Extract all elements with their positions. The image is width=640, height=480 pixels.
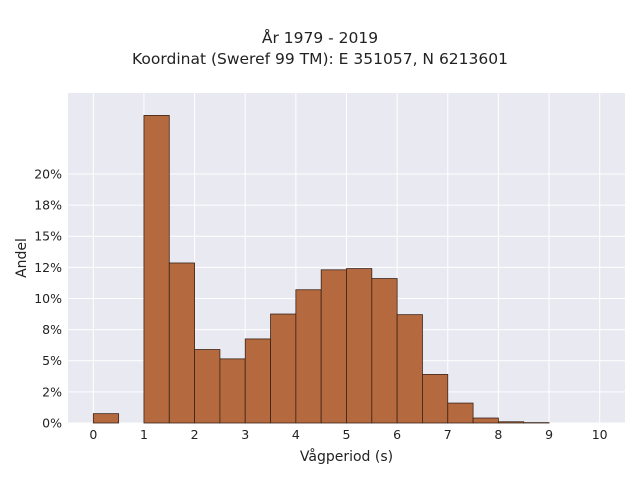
histogram-bar	[498, 421, 525, 424]
histogram-bar	[270, 313, 297, 424]
chart-title: År 1979 - 2019	[261, 29, 379, 47]
histogram-bar	[346, 268, 373, 424]
histogram-bar	[295, 289, 322, 424]
x-axis-label: Vågperiod (s)	[300, 448, 393, 465]
y-axis-label: Andel	[14, 238, 30, 278]
bars-layer	[92, 115, 550, 424]
x-tick-label: 4	[292, 427, 300, 442]
y-tick-label: 2%	[42, 384, 62, 399]
x-tick-label: 7	[444, 427, 452, 442]
y-tick-label: 8%	[42, 322, 62, 337]
x-tick-label: 10	[592, 427, 608, 442]
x-tick-label: 9	[545, 427, 553, 442]
histogram-bar	[168, 262, 195, 424]
x-tick-label: 5	[343, 427, 351, 442]
x-axis-ticks: 0 1 2 3 4 5 6 7 8 9 10	[89, 427, 607, 442]
x-tick-label: 2	[191, 427, 199, 442]
y-tick-label: 20%	[34, 166, 62, 181]
x-tick-label: 6	[393, 427, 401, 442]
histogram-bar	[194, 349, 221, 424]
histogram-bar	[244, 338, 271, 424]
x-tick-label: 8	[494, 427, 502, 442]
histogram-bar	[320, 269, 347, 424]
x-tick-label: 3	[241, 427, 249, 442]
x-tick-label: 0	[89, 427, 97, 442]
y-tick-label: 5%	[42, 353, 62, 368]
chart-subtitle: Koordinat (Sweref 99 TM): E 351057, N 62…	[132, 50, 508, 68]
histogram-bar	[219, 358, 246, 424]
histogram-bar	[371, 278, 398, 424]
histogram-bar	[396, 314, 423, 424]
histogram-bar	[143, 115, 170, 424]
y-tick-label: 18%	[34, 198, 62, 213]
y-tick-label: 15%	[34, 229, 62, 244]
histogram-bar	[422, 374, 449, 424]
histogram-bar	[92, 413, 120, 424]
histogram-bar	[447, 402, 474, 424]
x-tick-label: 1	[140, 427, 148, 442]
histogram-bar	[472, 417, 499, 424]
y-tick-label: 12%	[34, 260, 62, 275]
y-tick-label: 10%	[34, 291, 62, 306]
y-axis-ticks: 0% 2% 5% 8% 10% 12% 15% 18% 20%	[34, 166, 62, 430]
y-tick-label: 0%	[42, 416, 62, 431]
